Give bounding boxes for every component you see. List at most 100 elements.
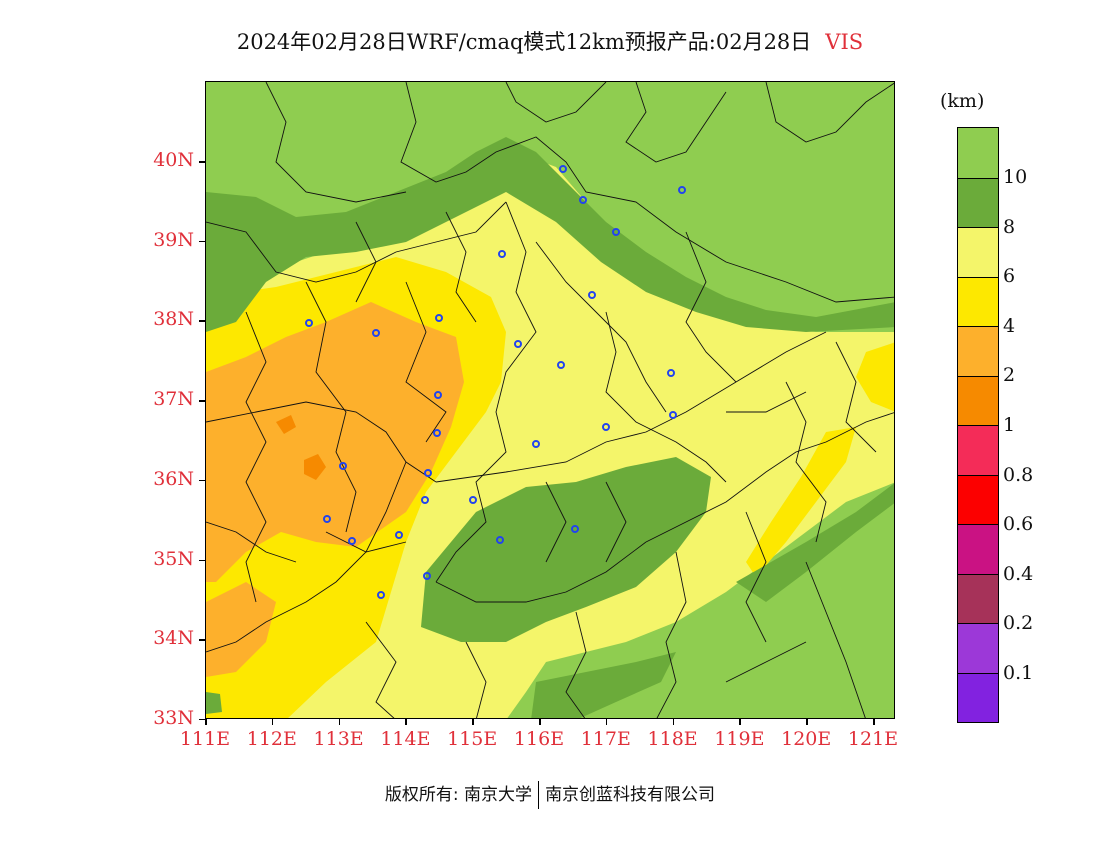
lon-tick bbox=[405, 719, 407, 725]
colorbar-label: 0.4 bbox=[1003, 562, 1034, 585]
station-marker bbox=[421, 496, 429, 504]
station-marker bbox=[667, 369, 675, 377]
colorbar-segment bbox=[958, 474, 998, 524]
station-marker bbox=[433, 429, 441, 437]
station-marker bbox=[571, 525, 579, 533]
vis-8-10-region bbox=[206, 692, 222, 714]
colorbar-label: 0.8 bbox=[1003, 463, 1034, 486]
vis-8-10-region bbox=[421, 457, 711, 642]
station-marker bbox=[612, 228, 620, 236]
colorbar-segment bbox=[958, 573, 998, 623]
station-marker bbox=[669, 411, 677, 419]
lon-tick bbox=[338, 719, 341, 725]
lon-tick bbox=[539, 719, 541, 725]
colorbar-label: 4 bbox=[1003, 314, 1016, 337]
lat-tick bbox=[199, 559, 205, 561]
colorbar-segment bbox=[958, 326, 998, 376]
lat-label: 34N bbox=[153, 627, 194, 650]
lon-tick bbox=[739, 719, 741, 725]
colorbar-label: 0.2 bbox=[1003, 612, 1034, 635]
colorbar-segment bbox=[958, 227, 998, 277]
lat-tick bbox=[199, 718, 205, 721]
lon-tick bbox=[873, 719, 875, 725]
vis-4-6-region bbox=[856, 342, 894, 412]
colorbar-label: 1 bbox=[1003, 414, 1016, 436]
lon-label: 116E bbox=[513, 728, 565, 750]
colorbar-label: 10 bbox=[1003, 166, 1028, 188]
visibility-map bbox=[205, 81, 895, 719]
station-marker bbox=[372, 329, 380, 337]
lon-tick bbox=[472, 719, 474, 725]
footer: 版权所有: 南京大学 南京创蓝科技有限公司 bbox=[0, 780, 1100, 809]
admin-boundaries bbox=[206, 82, 894, 718]
lon-tick bbox=[271, 719, 274, 725]
station-marker bbox=[423, 572, 431, 580]
colorbar-segment bbox=[958, 177, 998, 227]
colorbar-segment bbox=[958, 623, 998, 673]
station-marker bbox=[498, 250, 506, 258]
station-marker bbox=[588, 291, 596, 299]
lat-tick bbox=[199, 320, 205, 322]
lat-tick bbox=[199, 400, 205, 402]
lat-label: 36N bbox=[153, 467, 194, 490]
lon-label: 115E bbox=[447, 728, 498, 750]
station-marker bbox=[377, 591, 385, 599]
company-text: 南京创蓝科技有限公司 bbox=[545, 785, 716, 805]
legend-unit: (km) bbox=[940, 90, 985, 112]
vis-1-2-region bbox=[304, 454, 326, 480]
lat-label: 40N bbox=[153, 149, 194, 171]
lon-label: 111E bbox=[179, 728, 231, 750]
lat-tick bbox=[199, 240, 205, 243]
station-marker bbox=[678, 186, 686, 194]
lon-label: 113E bbox=[313, 728, 364, 750]
lon-label: 120E bbox=[781, 728, 832, 750]
station-marker bbox=[348, 537, 356, 545]
lon-label: 114E bbox=[380, 728, 431, 750]
lat-label: 35N bbox=[153, 547, 194, 570]
station-marker bbox=[469, 496, 477, 504]
vis-8-10-region bbox=[736, 483, 894, 602]
colorbar-segment bbox=[958, 276, 998, 326]
station-marker bbox=[532, 440, 540, 448]
lon-label: 112E bbox=[246, 728, 297, 750]
colorbar bbox=[957, 127, 999, 723]
variable-label: VIS bbox=[825, 30, 864, 54]
lat-label: 37N bbox=[153, 388, 194, 411]
colorbar-segment bbox=[958, 425, 998, 475]
lat-label: 38N bbox=[153, 308, 194, 331]
lat-tick bbox=[199, 161, 205, 163]
lon-tick bbox=[605, 719, 608, 725]
title-text: 2024年02月28日WRF/cmaq模式12km预报产品:02月28日 bbox=[236, 30, 812, 54]
lon-label: 121E bbox=[847, 728, 899, 750]
vis-2-4-region bbox=[206, 582, 276, 677]
vis-2-4-region bbox=[206, 302, 464, 582]
vis-8-10-region bbox=[206, 137, 894, 332]
station-marker bbox=[395, 531, 403, 539]
colorbar-segment bbox=[958, 375, 998, 425]
lon-tick bbox=[806, 719, 808, 725]
lat-label: 39N bbox=[153, 228, 194, 251]
station-marker bbox=[305, 319, 313, 327]
station-marker bbox=[602, 423, 610, 431]
footer-divider bbox=[538, 781, 540, 809]
lat-label: 33N bbox=[153, 706, 194, 729]
station-marker bbox=[424, 469, 432, 477]
vis-1-2-region bbox=[276, 415, 296, 434]
station-marker bbox=[557, 361, 565, 369]
station-marker bbox=[434, 391, 442, 399]
lon-label: 117E bbox=[580, 728, 631, 750]
copyright-text: 版权所有: 南京大学 bbox=[384, 785, 533, 805]
colorbar-label: 2 bbox=[1003, 364, 1016, 387]
map-canvas bbox=[206, 82, 894, 718]
lat-tick bbox=[199, 479, 205, 482]
station-marker bbox=[496, 536, 504, 544]
colorbar-label: 0.1 bbox=[1003, 662, 1034, 684]
lon-label: 118E bbox=[647, 728, 698, 750]
station-marker bbox=[323, 515, 331, 523]
lon-label: 119E bbox=[714, 728, 765, 750]
station-marker bbox=[559, 165, 567, 173]
colorbar-label: 6 bbox=[1003, 265, 1016, 288]
colorbar-label: 0.6 bbox=[1003, 513, 1034, 536]
station-markers bbox=[305, 165, 686, 599]
station-marker bbox=[339, 462, 347, 470]
